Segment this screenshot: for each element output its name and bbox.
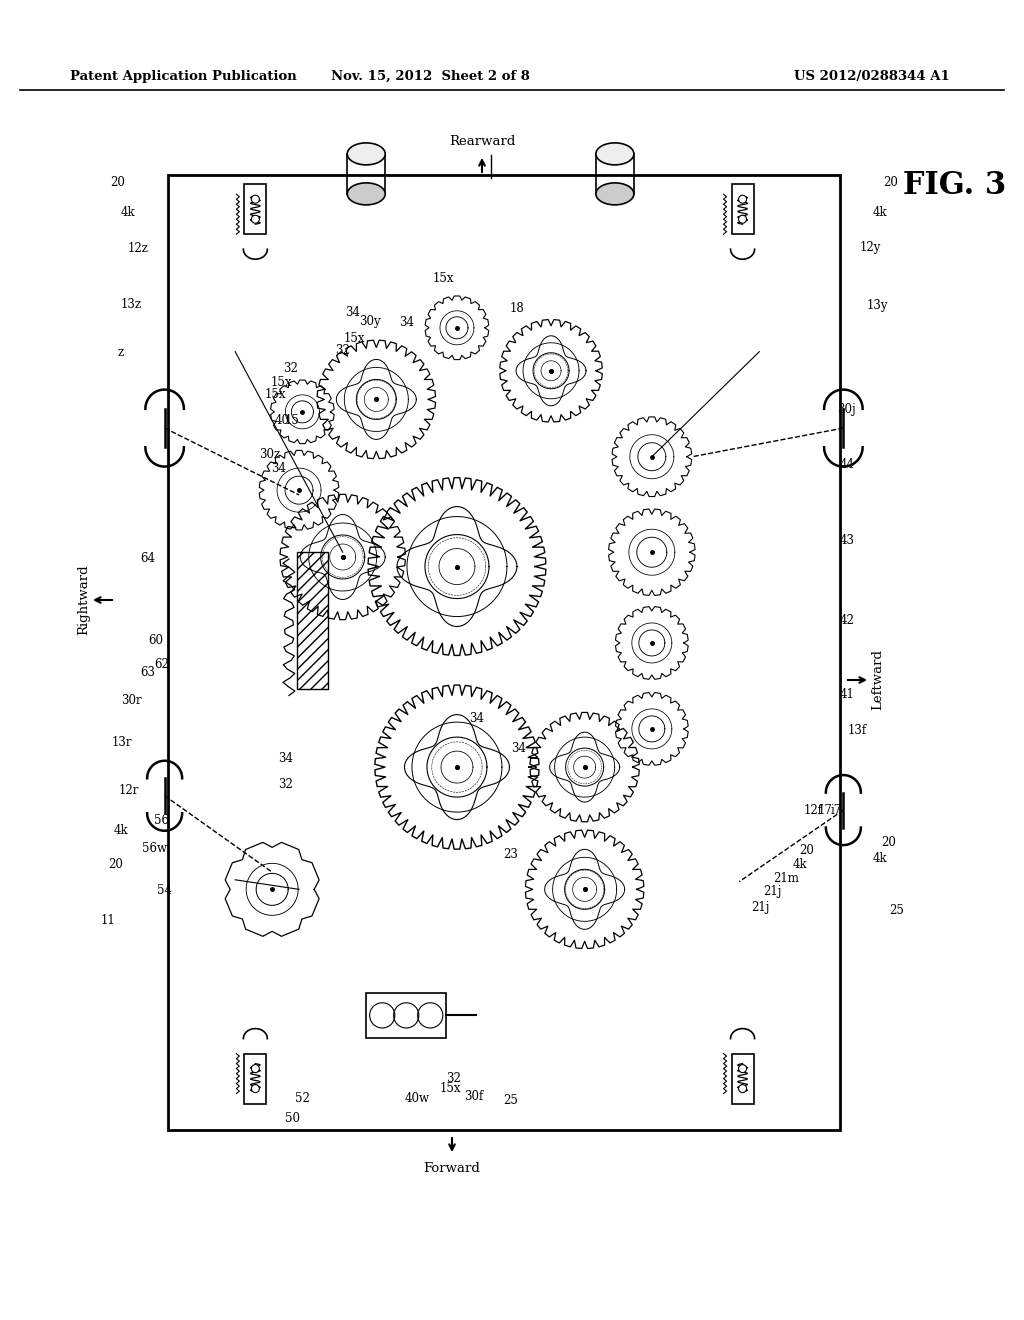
Text: 32: 32 [279,779,293,792]
Text: 54: 54 [157,883,172,896]
Text: Rearward: Rearward [449,135,515,148]
Text: 12z: 12z [127,242,148,255]
Text: 34: 34 [345,305,360,318]
Text: 15x: 15x [344,331,366,345]
Text: 4k: 4k [793,858,807,871]
Text: 13z: 13z [121,298,141,312]
Text: i7: i7 [830,804,842,817]
Text: Rightward: Rightward [78,565,90,635]
Text: 21m: 21m [773,871,799,884]
Text: 25: 25 [890,903,904,916]
Bar [245,1053,266,1104]
Bar [367,993,446,1038]
Text: 50: 50 [285,1111,300,1125]
Text: 34: 34 [271,462,287,474]
Text: 21j: 21j [752,902,770,915]
Circle shape [738,1085,746,1093]
Text: 63: 63 [140,665,156,678]
Text: 60: 60 [148,634,164,647]
Text: 12y: 12y [859,242,881,255]
Text: 20: 20 [881,837,896,850]
Ellipse shape [347,143,385,165]
Text: US 2012/0288344 A1: US 2012/0288344 A1 [795,70,950,83]
Circle shape [738,1065,746,1073]
Text: 20: 20 [109,858,123,871]
Bar [731,1053,754,1104]
Text: 56w: 56w [142,842,167,854]
Circle shape [251,1065,259,1073]
Text: 62: 62 [154,659,169,672]
Text: 4k: 4k [873,851,888,865]
Text: 32: 32 [335,343,350,356]
Circle shape [251,1085,259,1093]
Text: 4k: 4k [114,824,128,837]
Text: 20: 20 [883,177,898,190]
Text: 30f: 30f [464,1089,483,1102]
Text: 40w: 40w [404,1092,429,1105]
Text: 11: 11 [100,913,115,927]
Circle shape [738,195,746,203]
Text: 15x: 15x [265,388,287,401]
Text: 43: 43 [840,533,854,546]
Text: 34: 34 [511,742,526,755]
Text: 21j: 21j [764,886,782,899]
Text: 30y: 30y [358,315,380,329]
Text: z: z [118,346,124,359]
Text: 30z: 30z [259,449,281,462]
Bar [297,552,328,689]
Text: 34: 34 [470,711,484,725]
Text: Patent Application Publication: Patent Application Publication [70,70,297,83]
Ellipse shape [596,183,634,205]
Bar [168,176,840,1130]
Text: 32: 32 [446,1072,461,1085]
Text: 13r: 13r [112,735,132,748]
Text: 34: 34 [399,315,414,329]
Text: 20: 20 [111,177,125,190]
Text: 41: 41 [840,689,854,701]
Text: 12f: 12f [804,804,822,817]
Text: 56: 56 [154,813,169,826]
Text: 52: 52 [295,1092,310,1105]
Text: 15: 15 [285,413,300,426]
Circle shape [738,215,746,223]
Text: 13f: 13f [847,723,866,737]
Text: 25: 25 [503,1093,518,1106]
Text: 30j: 30j [838,404,856,417]
Text: FIG. 3: FIG. 3 [903,169,1007,201]
Circle shape [251,195,259,203]
Text: 42: 42 [840,614,854,627]
Ellipse shape [347,183,385,205]
Text: 30r: 30r [121,693,141,706]
Text: 40: 40 [274,413,290,426]
Text: 34: 34 [279,751,293,764]
Text: Forward: Forward [424,1162,480,1175]
Circle shape [251,215,259,223]
Text: 23: 23 [503,849,518,862]
Text: 4k: 4k [873,206,888,219]
Text: 44: 44 [840,458,854,471]
Text: 18: 18 [510,301,525,314]
Bar [245,185,266,234]
Text: 12r: 12r [119,784,139,796]
Text: 64: 64 [140,552,156,565]
Text: Nov. 15, 2012  Sheet 2 of 8: Nov. 15, 2012 Sheet 2 of 8 [331,70,529,83]
Text: 20: 20 [799,843,814,857]
Text: 15x: 15x [439,1081,461,1094]
Text: Leftward: Leftward [871,649,885,710]
Bar [731,185,754,234]
Text: 13y: 13y [866,298,888,312]
Ellipse shape [596,143,634,165]
Text: 4k: 4k [121,206,135,219]
Text: 15x: 15x [433,272,455,285]
Text: 32: 32 [283,362,298,375]
Text: 15x: 15x [270,375,292,388]
Text: 17: 17 [818,804,833,817]
